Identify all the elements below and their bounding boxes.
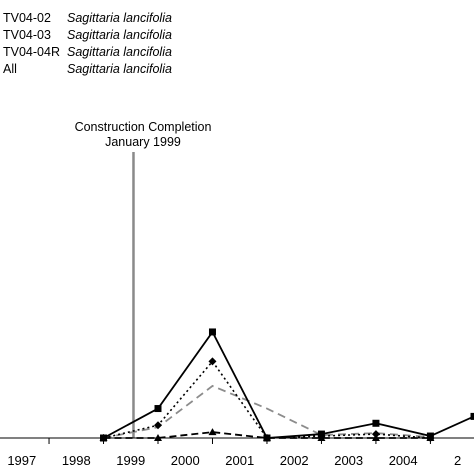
legend-species-1: Sagittaria lancifolia (67, 11, 172, 25)
annotation-line2: January 1999 (105, 135, 181, 149)
data-point-dotted-diamond (154, 421, 162, 430)
legend-species-3: Sagittaria lancifolia (67, 45, 172, 59)
data-point-solid-square (208, 328, 216, 336)
legend-site-4: All (3, 62, 17, 76)
legend-site-3: TV04-04R (3, 45, 60, 59)
x-tick-label: 2000 (171, 453, 200, 468)
data-point-solid-square (426, 432, 434, 440)
legend-site-1: TV04-02 (3, 11, 51, 25)
data-point-solid-square (100, 434, 108, 442)
data-point-solid-square (263, 434, 271, 442)
series-line-solid-square (103, 330, 474, 439)
x-tick-label: 2002 (280, 453, 309, 468)
x-tick-label: 2001 (225, 453, 254, 468)
data-point-dashed-triangle (208, 428, 217, 436)
annotation-line1: Construction Completion (75, 120, 212, 134)
x-tick-label: 1997 (7, 453, 36, 468)
data-point-solid-square (154, 405, 162, 413)
legend-species-4: Sagittaria lancifolia (67, 62, 172, 76)
x-tick-label: 2004 (389, 453, 418, 468)
x-tick-label: 1998 (62, 453, 91, 468)
legend-species-2: Sagittaria lancifolia (67, 28, 172, 42)
data-point-dashed-triangle (154, 434, 162, 441)
x-tick-label: 1999 (116, 453, 145, 468)
series-layer (99, 328, 474, 442)
data-point-dotted-diamond (208, 357, 217, 366)
x-ticks: 1997 1998 1999 2000 2001 2002 2003 2004 2 (7, 438, 461, 468)
data-point-dotted-diamond (371, 430, 380, 439)
x-tick-label: 2003 (334, 453, 363, 468)
data-point-solid-square (470, 412, 474, 420)
legend-site-2: TV04-03 (3, 28, 51, 42)
series-line-dotted-diamond (103, 360, 431, 439)
data-point-solid-square (317, 430, 325, 438)
construction-annotation: Construction Completion January 1999 (75, 120, 212, 438)
data-point-solid-square (372, 419, 380, 427)
x-tick-label: 2 (454, 453, 461, 468)
legend: TV04-02 Sagittaria lancifolia TV04-03 Sa… (3, 11, 172, 76)
